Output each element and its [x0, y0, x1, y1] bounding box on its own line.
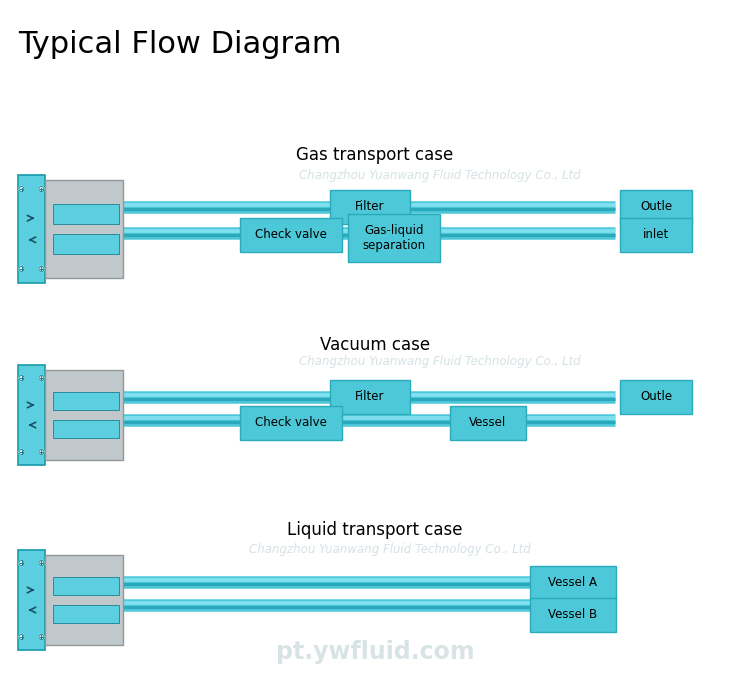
FancyBboxPatch shape: [53, 420, 119, 438]
FancyBboxPatch shape: [18, 365, 45, 465]
Circle shape: [19, 186, 24, 192]
FancyBboxPatch shape: [530, 566, 616, 600]
FancyBboxPatch shape: [45, 180, 123, 277]
Text: Check valve: Check valve: [255, 416, 327, 429]
Text: Outle: Outle: [640, 391, 672, 403]
FancyBboxPatch shape: [330, 380, 410, 414]
Circle shape: [39, 266, 44, 271]
FancyBboxPatch shape: [240, 406, 342, 440]
FancyBboxPatch shape: [18, 175, 45, 283]
FancyBboxPatch shape: [240, 218, 342, 252]
Circle shape: [39, 561, 44, 565]
Text: Vessel: Vessel: [470, 416, 507, 429]
FancyBboxPatch shape: [18, 550, 45, 650]
Text: Filter: Filter: [356, 201, 385, 214]
Circle shape: [39, 450, 44, 454]
Circle shape: [19, 561, 24, 565]
Circle shape: [39, 376, 44, 380]
Text: Gas transport case: Gas transport case: [296, 146, 454, 164]
Text: Vessel A: Vessel A: [548, 576, 598, 589]
FancyBboxPatch shape: [530, 598, 616, 632]
Text: Typical Flow Diagram: Typical Flow Diagram: [18, 30, 341, 59]
FancyBboxPatch shape: [53, 204, 119, 224]
FancyBboxPatch shape: [45, 555, 123, 645]
Text: Vacuum case: Vacuum case: [320, 336, 430, 354]
Text: pt.ywfluid.com: pt.ywfluid.com: [276, 640, 474, 664]
FancyBboxPatch shape: [620, 218, 692, 252]
Text: Vessel B: Vessel B: [548, 608, 598, 622]
FancyBboxPatch shape: [53, 392, 119, 410]
Text: Outle: Outle: [640, 201, 672, 214]
Text: inlet: inlet: [643, 228, 669, 241]
Circle shape: [19, 376, 24, 380]
FancyBboxPatch shape: [53, 605, 119, 623]
FancyBboxPatch shape: [348, 214, 440, 262]
Circle shape: [19, 635, 24, 639]
Text: Changzhou Yuanwang Fluid Technology Co., Ltd: Changzhou Yuanwang Fluid Technology Co.,…: [299, 355, 580, 369]
Text: Gas-liquid
separation: Gas-liquid separation: [362, 224, 425, 252]
FancyBboxPatch shape: [45, 370, 123, 460]
Text: Changzhou Yuanwang Fluid Technology Co., Ltd: Changzhou Yuanwang Fluid Technology Co.,…: [299, 169, 580, 182]
Text: Changzhou Yuanwang Fluid Technology Co., Ltd: Changzhou Yuanwang Fluid Technology Co.,…: [249, 544, 531, 557]
Circle shape: [19, 266, 24, 271]
Circle shape: [39, 635, 44, 639]
FancyBboxPatch shape: [53, 577, 119, 595]
Circle shape: [39, 186, 44, 192]
FancyBboxPatch shape: [53, 235, 119, 254]
FancyBboxPatch shape: [620, 380, 692, 414]
Circle shape: [19, 450, 24, 454]
FancyBboxPatch shape: [330, 190, 410, 224]
FancyBboxPatch shape: [450, 406, 526, 440]
Text: Filter: Filter: [356, 391, 385, 403]
Text: Check valve: Check valve: [255, 228, 327, 241]
Text: Liquid transport case: Liquid transport case: [287, 521, 463, 539]
FancyBboxPatch shape: [620, 190, 692, 224]
